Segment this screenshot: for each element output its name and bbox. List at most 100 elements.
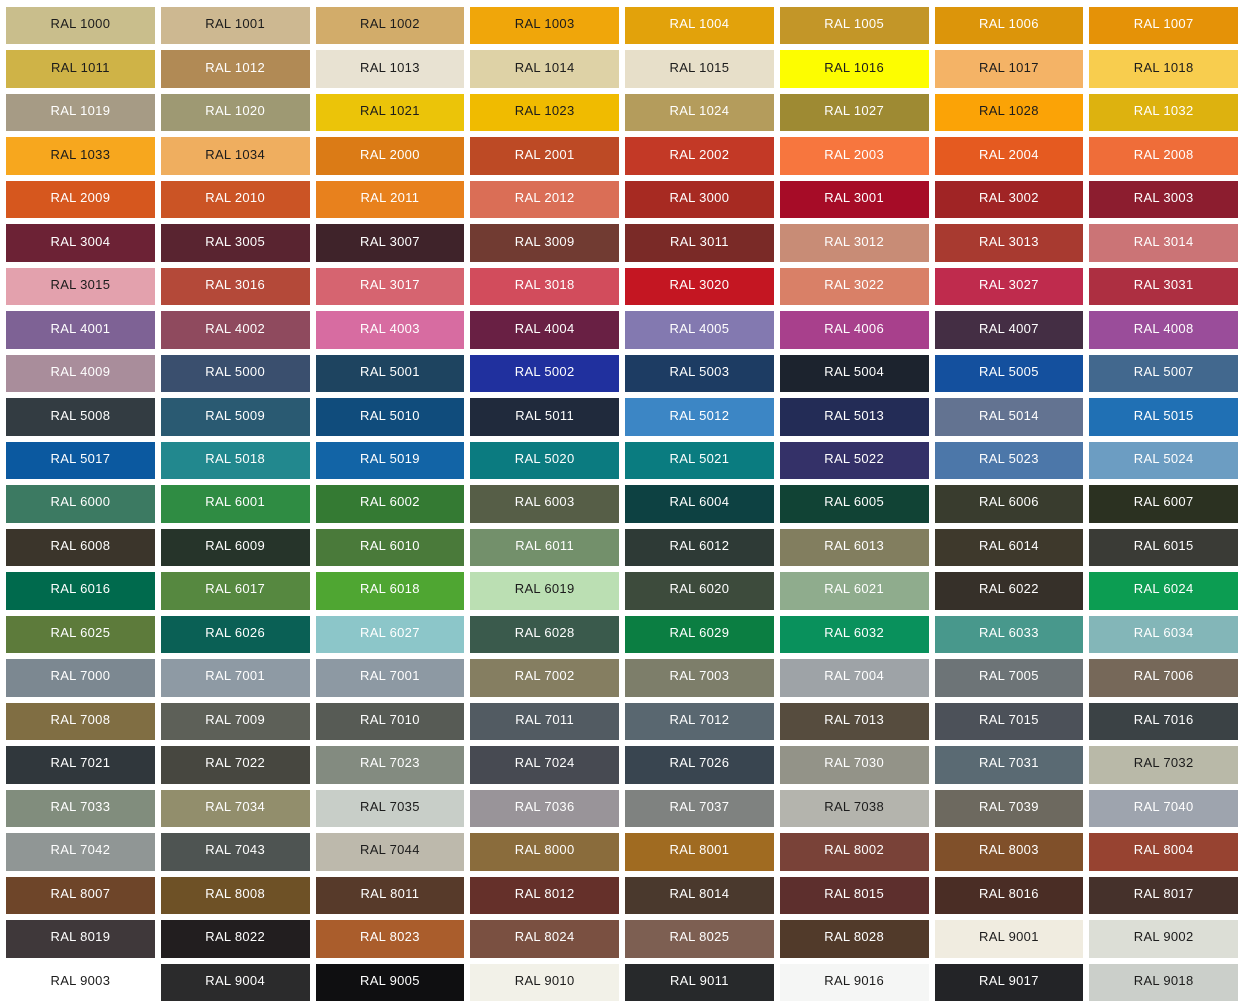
swatch-label: RAL 3005 <box>205 233 265 249</box>
swatch-ral-5011: RAL 5011 <box>470 398 619 436</box>
swatch-label: RAL 7001 <box>360 668 420 684</box>
swatch-label: RAL 6024 <box>1133 581 1194 597</box>
swatch-label: RAL 3007 <box>360 233 420 249</box>
swatch-label: RAL 2012 <box>514 190 575 206</box>
swatch-ral-8001: RAL 8001 <box>625 833 774 871</box>
swatch-label: RAL 8022 <box>205 929 265 945</box>
swatch-ral-6003: RAL 6003 <box>470 485 619 523</box>
swatch-ral-6010: RAL 6010 <box>315 528 465 567</box>
swatch-ral-5005: RAL 5005 <box>934 354 1084 393</box>
swatch-ral-5021: RAL 5021 <box>625 441 774 480</box>
swatch-ral-1023: RAL 1023 <box>470 93 619 132</box>
swatch-label: RAL 7030 <box>824 755 884 771</box>
swatch-ral-6019: RAL 6019 <box>470 572 619 610</box>
swatch-ral-4004: RAL 4004 <box>470 311 619 349</box>
swatch-label: RAL 6007 <box>1133 494 1194 510</box>
swatch-ral-5004: RAL 5004 <box>779 354 929 393</box>
swatch-label: RAL 7005 <box>979 668 1039 684</box>
swatch-label: RAL 7034 <box>205 798 265 814</box>
swatch-label: RAL 5005 <box>979 364 1039 380</box>
swatch-label: RAL 4004 <box>514 320 575 336</box>
swatch-label: RAL 5017 <box>50 451 111 467</box>
swatch-label: RAL 1016 <box>824 59 884 75</box>
swatch-label: RAL 7026 <box>669 755 730 771</box>
swatch-ral-2012: RAL 2012 <box>470 180 619 219</box>
swatch-ral-6029: RAL 6029 <box>625 615 774 654</box>
swatch-label: RAL 9002 <box>1133 929 1194 945</box>
swatch-ral-8019: RAL 8019 <box>6 920 155 958</box>
swatch-label: RAL 8011 <box>360 885 420 901</box>
swatch-ral-7040: RAL 7040 <box>1089 789 1238 828</box>
swatch-ral-7037: RAL 7037 <box>625 789 774 828</box>
swatch-label: RAL 1015 <box>669 59 730 75</box>
swatch-ral-6009: RAL 6009 <box>160 528 310 567</box>
swatch-label: RAL 9010 <box>514 972 575 988</box>
swatch-ral-9016: RAL 9016 <box>779 963 929 1001</box>
swatch-label: RAL 6016 <box>50 581 111 597</box>
swatch-ral-7024: RAL 7024 <box>470 746 619 784</box>
swatch-ral-7000: RAL 7000 <box>6 659 155 697</box>
swatch-ral-1019: RAL 1019 <box>6 93 155 132</box>
swatch-ral-9005: RAL 9005 <box>315 963 465 1001</box>
swatch-ral-8025: RAL 8025 <box>625 920 774 958</box>
swatch-ral-7039: RAL 7039 <box>934 789 1084 828</box>
swatch-ral-7023: RAL 7023 <box>315 746 465 784</box>
swatch-label: RAL 8016 <box>979 885 1039 901</box>
swatch-label: RAL 3012 <box>824 233 884 249</box>
swatch-ral-6013: RAL 6013 <box>779 528 929 567</box>
swatch-label: RAL 9018 <box>1133 972 1194 988</box>
swatch-label: RAL 4009 <box>50 364 111 380</box>
swatch-label: RAL 9001 <box>979 929 1039 945</box>
swatch-ral-1002: RAL 1002 <box>315 7 465 45</box>
swatch-ral-7006: RAL 7006 <box>1089 659 1238 697</box>
swatch-ral-5001: RAL 5001 <box>315 354 465 393</box>
swatch-ral-1014: RAL 1014 <box>470 50 619 88</box>
swatch-label: RAL 3003 <box>1133 190 1194 206</box>
swatch-label: RAL 7032 <box>1133 755 1194 771</box>
swatch-ral-6006: RAL 6006 <box>934 485 1084 523</box>
swatch-label: RAL 5008 <box>50 407 111 423</box>
swatch-ral-8016: RAL 8016 <box>934 876 1084 915</box>
swatch-label: RAL 7003 <box>669 668 730 684</box>
swatch-ral-5007: RAL 5007 <box>1089 354 1238 393</box>
swatch-label: RAL 1004 <box>669 16 730 32</box>
swatch-ral-9001: RAL 9001 <box>934 920 1084 958</box>
swatch-ral-1027: RAL 1027 <box>779 93 929 132</box>
swatch-ral-4002: RAL 4002 <box>160 311 310 349</box>
swatch-ral-3017: RAL 3017 <box>315 267 465 306</box>
swatch-ral-7032: RAL 7032 <box>1089 746 1238 784</box>
swatch-ral-6001: RAL 6001 <box>160 485 310 523</box>
swatch-label: RAL 3018 <box>514 277 575 293</box>
swatch-ral-1005: RAL 1005 <box>779 7 929 45</box>
swatch-ral-4003: RAL 4003 <box>315 311 465 349</box>
swatch-label: RAL 6012 <box>669 537 730 553</box>
swatch-label: RAL 5009 <box>205 407 265 423</box>
swatch-label: RAL 7008 <box>50 711 111 727</box>
swatch-ral-5023: RAL 5023 <box>934 441 1084 480</box>
swatch-ral-6000: RAL 6000 <box>6 485 155 523</box>
swatch-ral-7016: RAL 7016 <box>1089 702 1238 741</box>
swatch-ral-6021: RAL 6021 <box>779 572 929 610</box>
swatch-label: RAL 5024 <box>1133 451 1194 467</box>
swatch-ral-6017: RAL 6017 <box>160 572 310 610</box>
swatch-label: RAL 1027 <box>824 103 884 119</box>
swatch-ral-4006: RAL 4006 <box>779 311 929 349</box>
swatch-label: RAL 3013 <box>979 233 1039 249</box>
swatch-label: RAL 6005 <box>824 494 884 510</box>
swatch-label: RAL 5007 <box>1133 364 1194 380</box>
swatch-label: RAL 3022 <box>824 277 884 293</box>
swatch-label: RAL 5011 <box>515 407 575 423</box>
swatch-label: RAL 1033 <box>50 146 111 162</box>
swatch-label: RAL 4007 <box>979 320 1039 336</box>
swatch-ral-7013: RAL 7013 <box>779 702 929 741</box>
swatch-label: RAL 8024 <box>514 929 575 945</box>
swatch-label: RAL 5019 <box>360 451 420 467</box>
swatch-label: RAL 1006 <box>979 16 1039 32</box>
swatch-ral-4009: RAL 4009 <box>6 354 155 393</box>
swatch-ral-8008: RAL 8008 <box>160 876 310 915</box>
swatch-ral-7004: RAL 7004 <box>779 659 929 697</box>
swatch-ral-8022: RAL 8022 <box>160 920 310 958</box>
swatch-label: RAL 5010 <box>360 407 420 423</box>
swatch-ral-6033: RAL 6033 <box>934 615 1084 654</box>
swatch-label: RAL 8003 <box>979 842 1039 858</box>
